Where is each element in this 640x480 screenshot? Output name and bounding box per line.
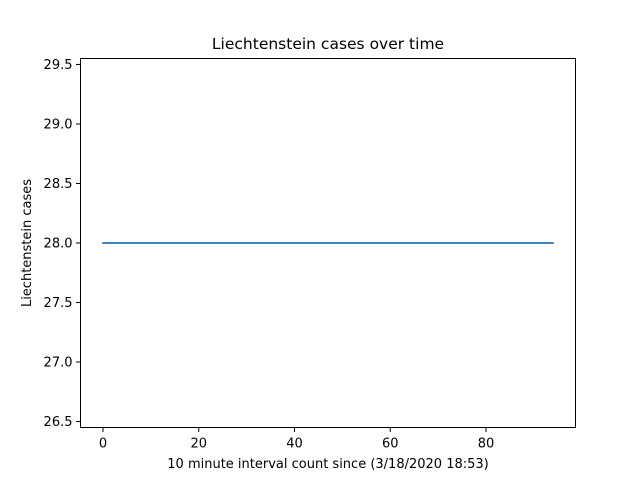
x-tick-label: 20: [190, 437, 207, 452]
y-axis-ticks: 26.5 27.0 27.5 28.0 28.5 29.0 29.5: [44, 58, 81, 430]
x-tick-label: 60: [382, 437, 399, 452]
y-tick-label: 28.5: [44, 177, 73, 192]
y-tick-label: 29.0: [44, 117, 73, 132]
x-tick-label: 40: [286, 437, 303, 452]
x-axis-ticks: 0 20 40 60 80: [99, 427, 495, 452]
y-tick-label: 27.5: [44, 296, 73, 311]
y-axis-label: Liechtenstein cases: [20, 179, 35, 307]
x-tick-label: 80: [478, 437, 495, 452]
y-tick-label: 28.0: [44, 237, 73, 252]
plot-area: [80, 58, 576, 428]
y-tick-label: 27.0: [44, 356, 73, 371]
y-tick-label: 29.5: [44, 58, 73, 73]
y-tick-label: 26.5: [44, 415, 73, 430]
x-axis-label: 10 minute interval count since (3/18/202…: [167, 457, 488, 472]
x-tick-label: 0: [99, 437, 107, 452]
chart-title: Liechtenstein cases over time: [212, 35, 444, 53]
